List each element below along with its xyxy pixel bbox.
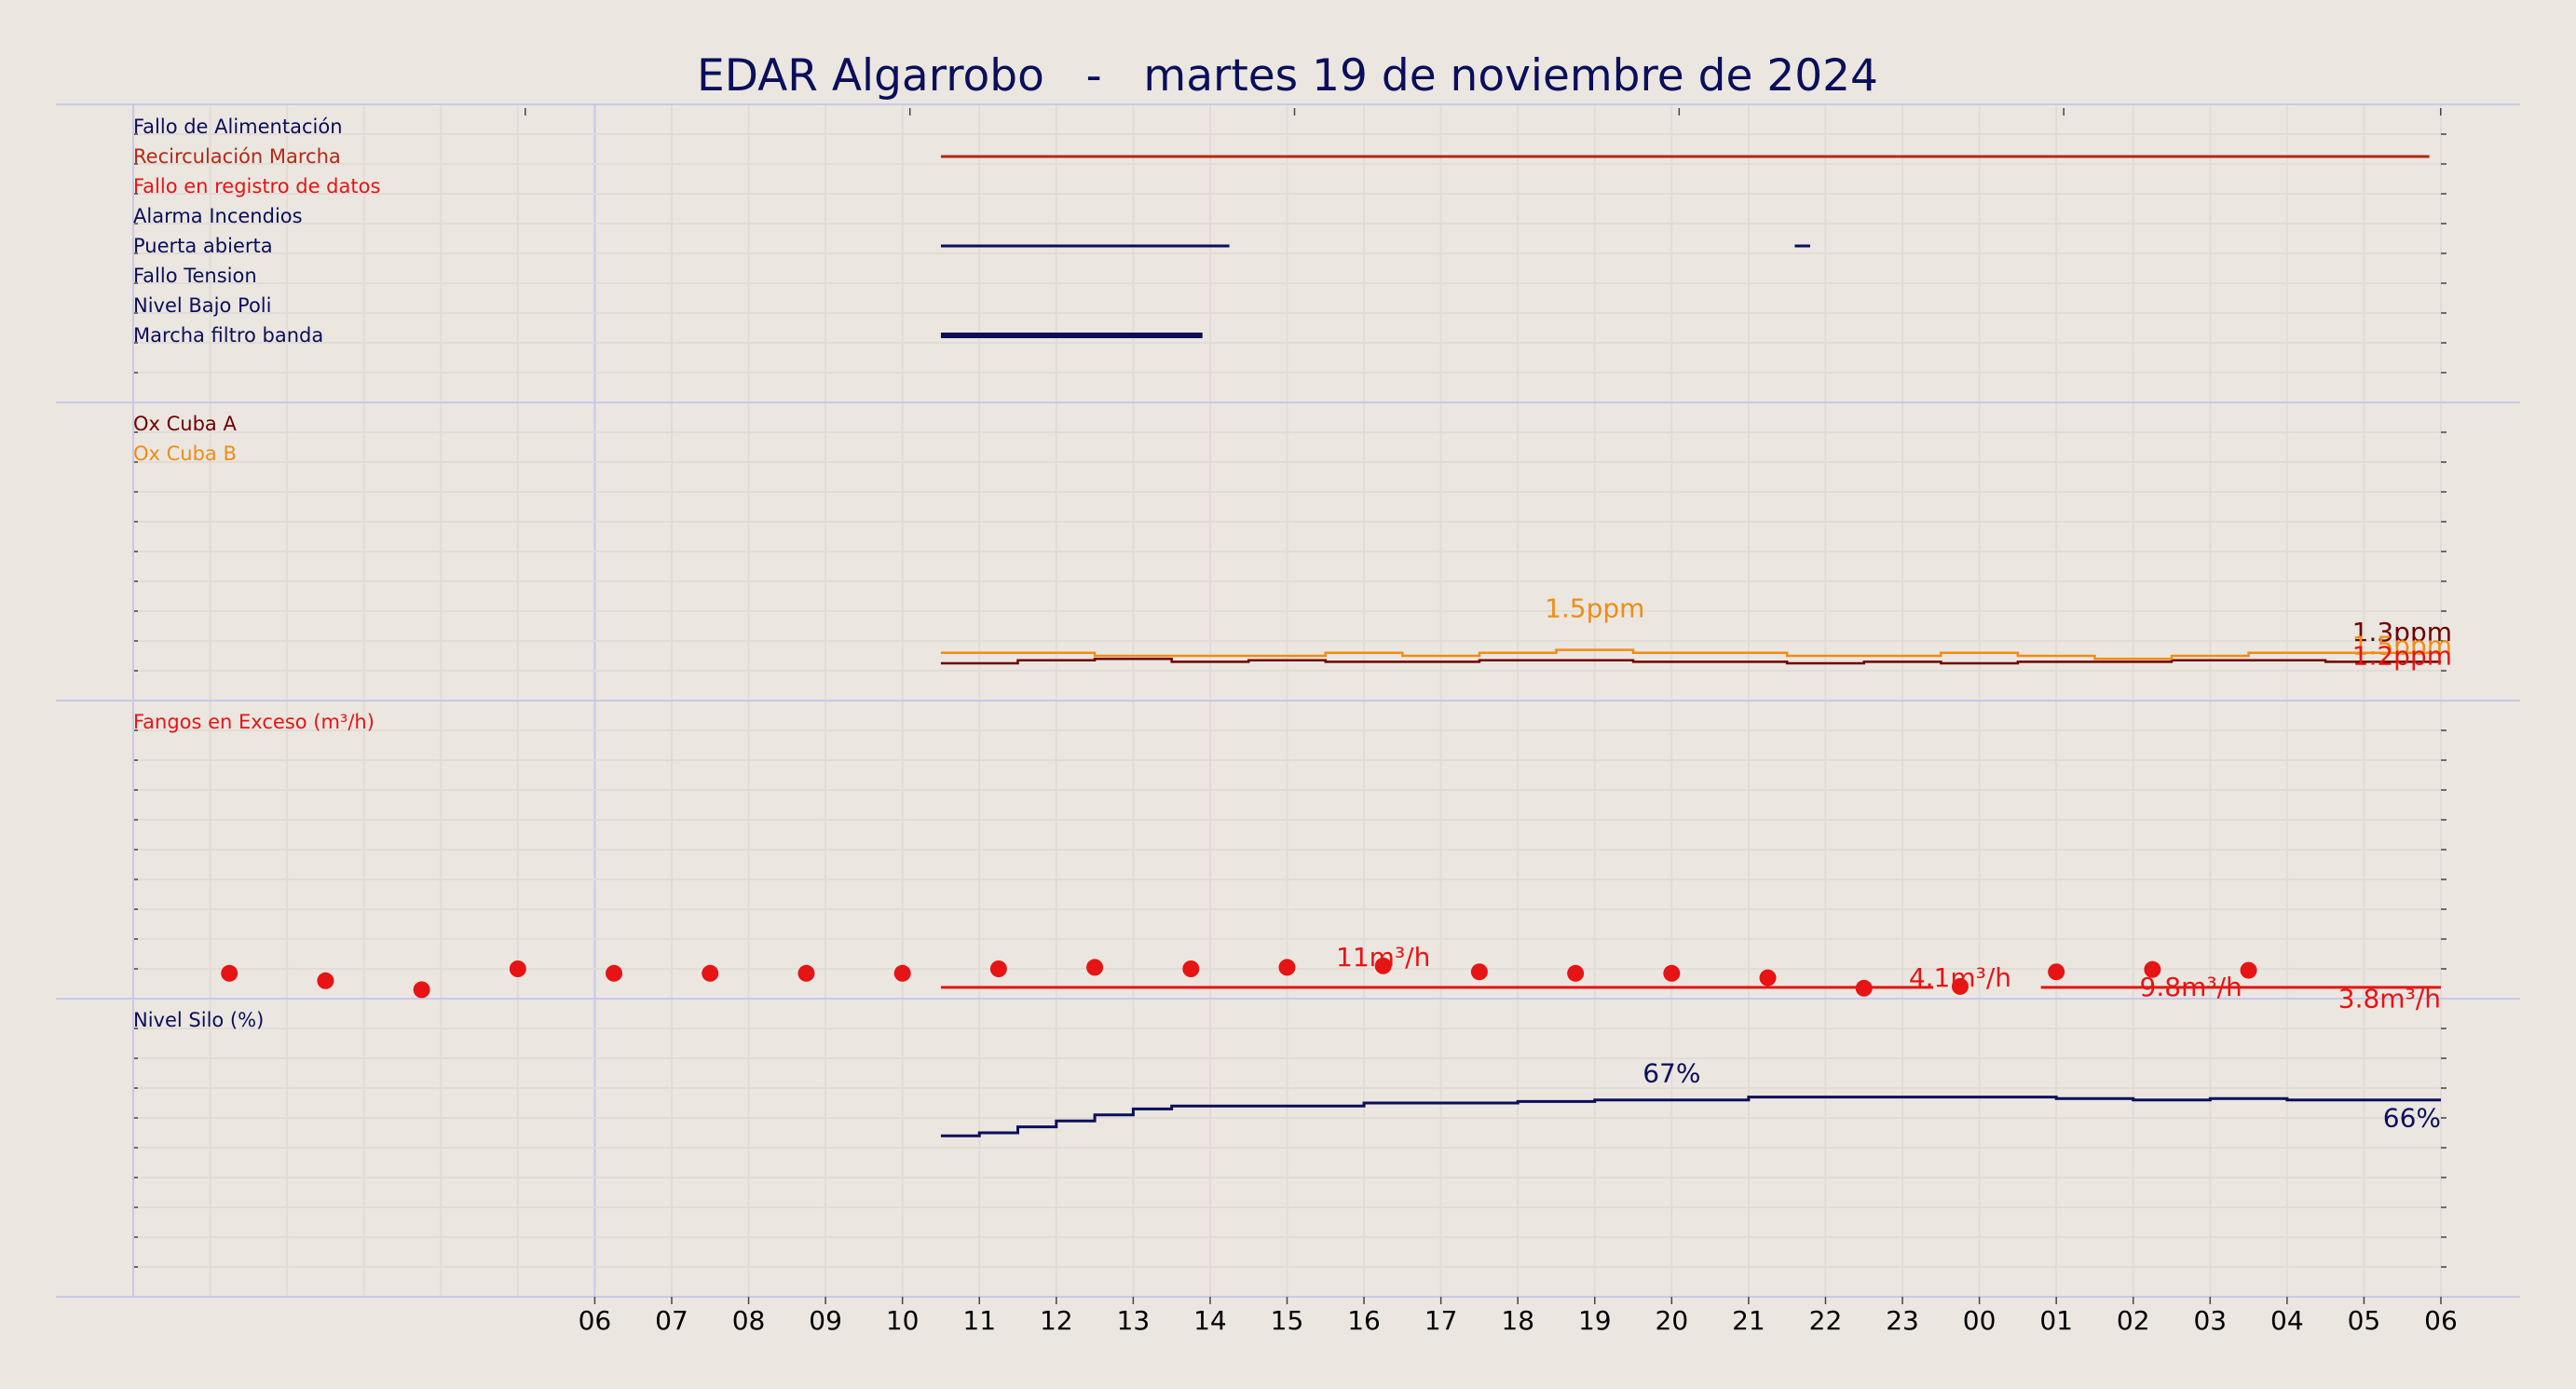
x-tick-label: 21 — [1732, 1305, 1765, 1336]
scatter-point — [221, 964, 239, 982]
scatter-point — [702, 964, 719, 982]
scatter-point — [1374, 957, 1392, 974]
x-tick-label: 15 — [1271, 1305, 1304, 1336]
legend-label: Alarma Incendios — [133, 205, 303, 227]
legend-label: Marcha filtro banda — [133, 324, 323, 347]
data-label: 1.5ppm — [2352, 630, 2452, 660]
x-tick-label: 18 — [1501, 1305, 1534, 1336]
x-tick-label: 16 — [1347, 1305, 1381, 1336]
scatter-point — [1663, 964, 1681, 982]
x-tick-label: 22 — [1809, 1305, 1843, 1336]
x-tick-label: 23 — [1886, 1305, 1919, 1336]
x-tick-label: 05 — [2348, 1305, 2381, 1336]
panels: Fallo de Alimentación Recirculación March… — [133, 116, 2452, 1137]
legend-label: Ox Cuba B — [133, 443, 237, 465]
data-label: 66% — [2383, 1103, 2441, 1134]
x-tick-label: 00 — [1963, 1305, 1997, 1336]
data-label: 9.8m³/h — [2140, 972, 2242, 1002]
chart-title: EDAR Algarrobo - martes 19 de noviembre … — [697, 50, 1878, 102]
scatter-point — [1278, 959, 1296, 976]
x-tick-label: 10 — [886, 1305, 920, 1336]
scatter-point — [606, 964, 623, 982]
scatter-point — [1086, 959, 1104, 976]
scatter-point — [2048, 963, 2065, 981]
x-tick-label: 04 — [2270, 1305, 2304, 1336]
x-tick-label: 09 — [809, 1305, 842, 1336]
legend-label: Fallo de Alimentación — [133, 116, 343, 138]
x-tick-label: 06 — [2424, 1305, 2458, 1336]
data-label: 1.5ppm — [1545, 592, 1644, 623]
data-label: 1.3ppm — [2352, 617, 2452, 647]
x-tick-label: 02 — [2117, 1305, 2150, 1336]
scatter-point — [413, 981, 430, 999]
data-label: 3.8m³/h — [2338, 984, 2441, 1015]
x-tick-label: 19 — [1578, 1305, 1612, 1336]
scatter-point — [797, 964, 815, 982]
y-axis-label: Nivel Silo (%) — [133, 1009, 264, 1031]
x-tick-label: 06 — [579, 1305, 612, 1336]
x-tick-label: 20 — [1656, 1305, 1689, 1336]
x-tick-label: 08 — [732, 1305, 766, 1336]
data-label: 1.2ppm — [2352, 641, 2452, 672]
scatter-point — [893, 964, 911, 982]
series-line — [940, 1096, 2441, 1137]
scatter-point — [2240, 961, 2257, 979]
scatter-point — [1182, 960, 1200, 977]
y-axis-label: Fangos en Exceso (m³/h) — [133, 711, 375, 733]
scatter-point — [1951, 977, 1969, 995]
x-tick-label: 17 — [1424, 1305, 1458, 1336]
scatter-point — [1759, 969, 1777, 987]
x-tick-label: 11 — [962, 1305, 996, 1336]
x-axis: 06 07 08 09 10 11 12 13 14 15 16 17 18 19 20 21 22 23 00 01… — [579, 1297, 2458, 1336]
scatter-point — [1470, 963, 1488, 981]
data-label: 67% — [1642, 1058, 1700, 1089]
x-tick-label: 01 — [2039, 1305, 2073, 1336]
x-tick-label: 07 — [655, 1305, 688, 1336]
series-line — [940, 648, 2441, 660]
legend-label: Nivel Bajo Poli — [133, 294, 271, 317]
x-tick-label: 12 — [1040, 1305, 1073, 1336]
legend-label: Fallo Tension — [133, 265, 257, 287]
scatter-point — [989, 960, 1007, 977]
data-label: 4.1m³/h — [1909, 962, 2011, 993]
x-tick-label: 03 — [2193, 1305, 2227, 1336]
series-line — [940, 657, 2441, 665]
legend-label: Puerta abierta — [133, 235, 273, 257]
grid — [56, 103, 2520, 1298]
scatter-point — [1567, 964, 1585, 982]
data-label: 11m³/h — [1336, 942, 1430, 973]
scatter-point — [2144, 960, 2161, 978]
legend-label: Ox Cuba A — [133, 413, 237, 435]
legend-label: Recirculación Marcha — [133, 145, 341, 168]
x-tick-label: 14 — [1193, 1305, 1227, 1336]
x-tick-label: 13 — [1117, 1305, 1151, 1336]
legend-label: Fallo en registro de datos — [133, 175, 380, 197]
scatter-point — [317, 972, 334, 989]
scatter-point — [509, 960, 526, 977]
